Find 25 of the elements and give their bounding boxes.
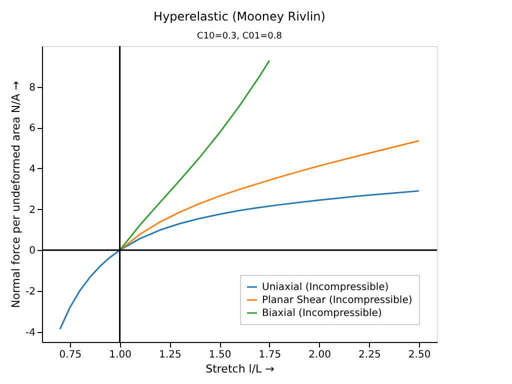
y-tick-label: 0 xyxy=(29,246,36,257)
legend-label: Uniaxial (Incompressible) xyxy=(262,282,389,293)
x-tick-label: 1.00 xyxy=(109,350,132,360)
legend-label: Planar Shear (Incompressible) xyxy=(262,295,412,306)
y-axis-title: Normal force per undeformed area N/A → xyxy=(10,80,23,308)
y-tick-label: 6 xyxy=(29,123,36,134)
x-tick-label: 1.75 xyxy=(258,350,282,360)
chart-title: Hyperelastic (Mooney Rivlin) xyxy=(154,9,326,24)
x-tick-label: 1.25 xyxy=(159,350,182,360)
chart-subtitle: C10=0.3, C01=0.8 xyxy=(197,31,282,42)
x-tick-label: 2.50 xyxy=(408,350,431,360)
line-series xyxy=(119,60,270,251)
y-tick-label: -2 xyxy=(26,286,36,298)
line-series xyxy=(59,190,420,330)
legend-label: Biaxial (Incompressible) xyxy=(262,308,382,319)
x-tick-label: 1.50 xyxy=(208,350,232,360)
y-tick-label: 8 xyxy=(29,82,36,94)
x-axis-title: Stretch l/L → xyxy=(206,362,274,376)
line-series xyxy=(119,140,420,251)
x-tick-label: 2.25 xyxy=(358,350,381,360)
y-tick-label: -4 xyxy=(26,327,36,338)
y-tick-label: 4 xyxy=(29,164,36,175)
y-tick-label: 2 xyxy=(29,204,36,216)
x-tick-label: 0.75 xyxy=(59,350,82,360)
x-tick-label: 2.00 xyxy=(308,350,331,360)
